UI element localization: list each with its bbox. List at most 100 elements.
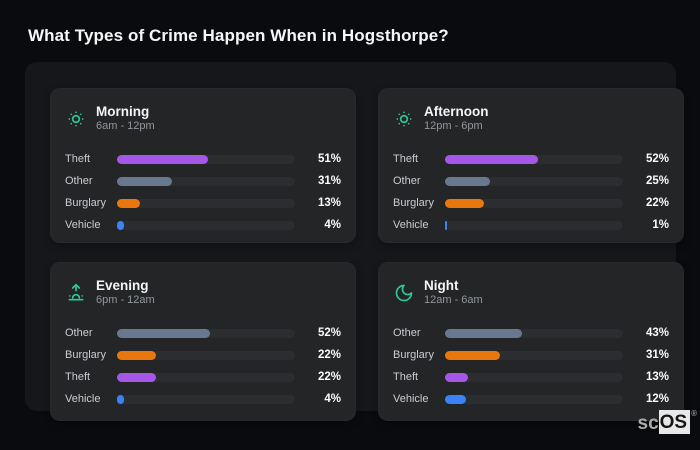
chart-row: Vehicle 4% [65,388,341,410]
chart-row: Burglary 22% [65,344,341,366]
category-label: Vehicle [65,393,101,405]
panel-title: Night [424,278,459,293]
value-label: 52% [317,327,341,339]
panel-night: Night 12am - 6am Other 43% Burglary 31% Thef… [378,262,684,421]
panel-subtitle: 6am - 12pm [96,120,155,132]
bar-fill [117,198,141,208]
bar-track [445,350,623,360]
bar-fill [117,394,125,404]
bar-rows: Theft 51% Other 31% Burglary 13% Vehicle 4% [65,148,341,236]
panel-header: Evening 6pm - 12am [65,278,341,307]
sun-icon [393,108,415,130]
chart-row: Burglary 22% [393,192,669,214]
sunrise-icon [65,282,87,304]
value-label: 43% [645,327,669,339]
bar-track [445,394,623,404]
chart-row: Other 25% [393,170,669,192]
value-label: 52% [645,153,669,165]
bar-fill [117,220,125,230]
bar-track [117,394,295,404]
page-title: What Types of Crime Happen When in Hogst… [28,26,449,45]
panel-afternoon: Afternoon 12pm - 6pm Theft 52% Other 25% Bur… [378,88,684,243]
category-label: Theft [65,153,91,165]
brand-logo: sc OS ® [637,409,697,434]
chart-row: Burglary 31% [393,344,669,366]
moon-icon [393,282,415,304]
value-label: 4% [324,219,341,231]
value-label: 31% [645,349,669,361]
value-label: 51% [317,153,341,165]
category-label: Other [65,175,93,187]
category-label: Other [65,327,93,339]
bar-fill [445,220,447,230]
category-label: Other [393,327,421,339]
brand-prefix: sc [637,413,659,434]
bar-fill [117,154,208,164]
panel-header: Morning 6am - 12pm [65,104,341,133]
chart-row: Other 43% [393,322,669,344]
value-label: 13% [645,371,669,383]
chart-row: Theft 22% [65,366,341,388]
panel-subtitle: 12am - 6am [424,294,483,306]
value-label: 4% [324,393,341,405]
category-label: Burglary [393,349,434,361]
bar-fill [445,176,490,186]
bar-track [445,328,623,338]
bar-track [445,198,623,208]
category-label: Vehicle [65,219,101,231]
value-label: 13% [317,197,341,209]
bar-track [445,176,623,186]
chart-row: Vehicle 4% [65,214,341,236]
bar-fill [117,350,157,360]
chart-row: Theft 52% [393,148,669,170]
bar-fill [445,154,538,164]
chart-row: Other 52% [65,322,341,344]
value-label: 12% [645,393,669,405]
bar-fill [445,394,467,404]
panel-title: Evening [96,278,149,293]
bar-fill [445,328,522,338]
bar-track [117,154,295,164]
value-label: 1% [652,219,669,231]
panel-header: Night 12am - 6am [393,278,669,307]
panel-subtitle: 12pm - 6pm [424,120,483,132]
bar-track [117,220,295,230]
brand-boxed: OS [658,410,691,434]
chart-row: Other 31% [65,170,341,192]
bar-track [445,154,623,164]
panel-subtitle: 6pm - 12am [96,294,155,306]
bar-track [117,198,295,208]
chart-row: Vehicle 12% [393,388,669,410]
bar-fill [117,328,210,338]
category-label: Burglary [65,349,106,361]
sun-icon [65,108,87,130]
bar-fill [445,350,501,360]
bar-track [445,220,623,230]
category-label: Theft [393,371,419,383]
registered-mark-icon: ® [691,409,697,418]
value-label: 22% [645,197,669,209]
bar-track [117,328,295,338]
value-label: 25% [645,175,669,187]
panel-title: Morning [96,104,150,119]
category-label: Burglary [393,197,434,209]
chart-row: Vehicle 1% [393,214,669,236]
bar-rows: Theft 52% Other 25% Burglary 22% Vehicle 1% [393,148,669,236]
bar-rows: Other 52% Burglary 22% Theft 22% Vehicle 4% [65,322,341,410]
bar-fill [445,372,469,382]
bar-rows: Other 43% Burglary 31% Theft 13% Vehicle 12% [393,322,669,410]
category-label: Vehicle [393,393,429,405]
chart-row: Theft 13% [393,366,669,388]
chart-row: Burglary 13% [65,192,341,214]
panel-evening: Evening 6pm - 12am Other 52% Burglary 22% Th… [50,262,356,421]
category-label: Other [393,175,421,187]
category-label: Burglary [65,197,106,209]
chart-row: Theft 51% [65,148,341,170]
category-label: Vehicle [393,219,429,231]
value-label: 31% [317,175,341,187]
panels-grid: Morning 6am - 12pm Theft 51% Other 31% Burgl… [50,88,684,421]
value-label: 22% [317,349,341,361]
bar-fill [117,176,173,186]
panel-header: Afternoon 12pm - 6pm [393,104,669,133]
bar-track [445,372,623,382]
